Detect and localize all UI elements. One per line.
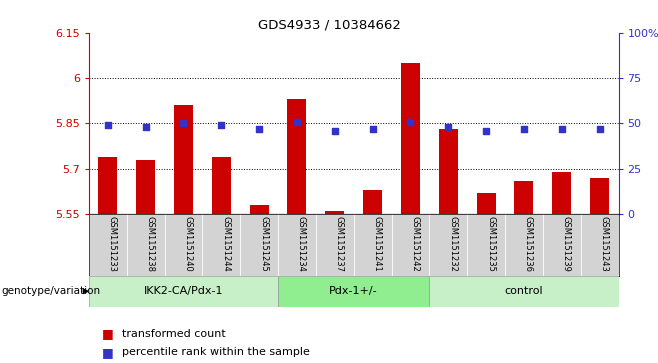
Text: GSM1151242: GSM1151242	[411, 216, 419, 272]
Point	[519, 126, 529, 132]
Bar	[363, 190, 382, 214]
Point	[443, 124, 453, 130]
Text: GSM1151239: GSM1151239	[562, 216, 570, 272]
Point	[405, 119, 416, 125]
Bar	[89, 276, 278, 307]
Text: transformed count: transformed count	[122, 329, 226, 339]
Text: GSM1151237: GSM1151237	[335, 216, 343, 272]
Bar	[98, 157, 117, 214]
Text: control: control	[505, 286, 544, 296]
Text: ■: ■	[102, 346, 114, 359]
Bar	[174, 105, 193, 214]
Point	[103, 122, 113, 128]
Point	[557, 126, 567, 132]
Text: percentile rank within the sample: percentile rank within the sample	[122, 347, 310, 357]
Text: genotype/variation: genotype/variation	[1, 286, 101, 296]
Point	[140, 124, 151, 130]
Bar	[249, 205, 268, 214]
Bar	[515, 181, 534, 214]
Text: GSM1151241: GSM1151241	[372, 216, 382, 272]
Bar	[476, 193, 495, 214]
Text: ■: ■	[102, 327, 114, 340]
Bar	[288, 99, 307, 214]
Text: GSM1151236: GSM1151236	[524, 216, 533, 272]
Text: IKK2-CA/Pdx-1: IKK2-CA/Pdx-1	[143, 286, 223, 296]
Point	[254, 126, 265, 132]
Bar	[429, 276, 619, 307]
Point	[178, 121, 189, 126]
Bar	[552, 172, 571, 214]
Text: GSM1151232: GSM1151232	[448, 216, 457, 272]
Text: Pdx-1+/-: Pdx-1+/-	[330, 286, 378, 296]
Bar	[212, 157, 231, 214]
Bar	[136, 160, 155, 214]
Text: GSM1151243: GSM1151243	[599, 216, 609, 272]
Text: GSM1151235: GSM1151235	[486, 216, 495, 272]
Bar	[439, 130, 458, 214]
Text: GSM1151245: GSM1151245	[259, 216, 268, 272]
Text: GSM1151233: GSM1151233	[108, 216, 116, 272]
Point	[594, 126, 605, 132]
Bar	[401, 63, 420, 214]
Point	[291, 119, 302, 125]
Bar	[325, 211, 344, 214]
Text: GSM1151244: GSM1151244	[221, 216, 230, 272]
Point	[367, 126, 378, 132]
Bar	[278, 276, 429, 307]
Bar	[590, 178, 609, 214]
Text: GSM1151238: GSM1151238	[145, 216, 155, 272]
Point	[216, 122, 226, 128]
Text: GDS4933 / 10384662: GDS4933 / 10384662	[257, 18, 401, 31]
Point	[481, 128, 492, 134]
Text: GSM1151234: GSM1151234	[297, 216, 306, 272]
Point	[330, 128, 340, 134]
Text: GSM1151240: GSM1151240	[184, 216, 192, 272]
